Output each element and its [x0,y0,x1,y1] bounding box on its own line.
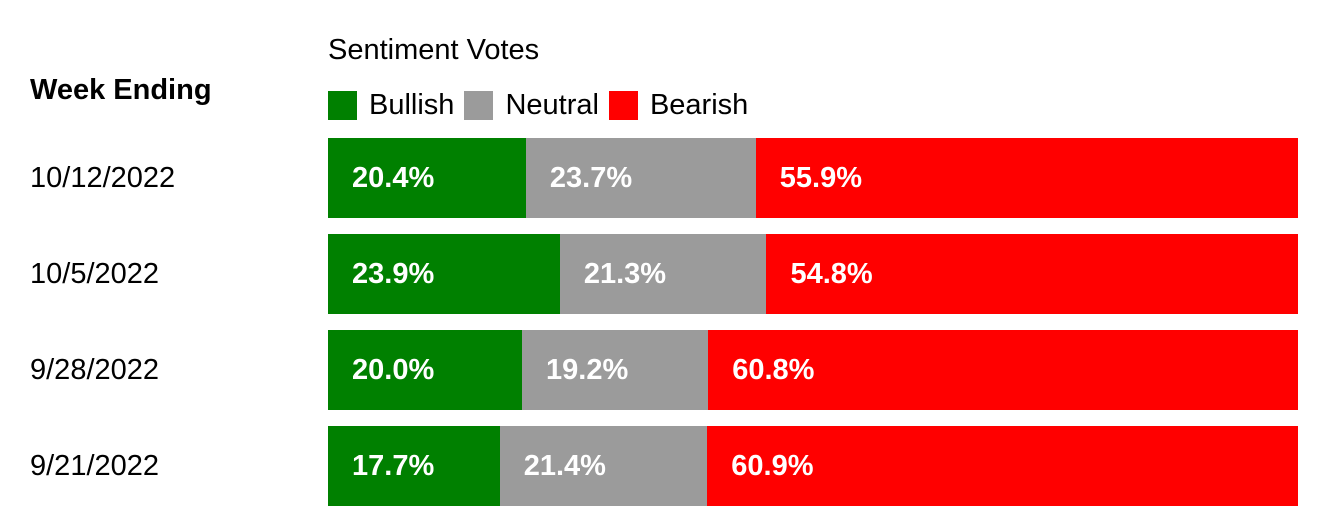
legend-item-neutral: Neutral [464,89,599,122]
row-label: 9/21/2022 [30,450,160,482]
bar-segment-neutral: 23.7% [525,138,756,218]
bar-segment-bullish: 20.4% [328,138,526,218]
bar-segment-neutral: 21.4% [499,426,708,506]
legend-item-bearish: Bearish [608,88,749,122]
data-label: 21.4% [523,450,606,482]
legend-label-bullish: Bullish [369,88,455,121]
row-label: 9/28/2022 [30,354,160,386]
data-label: 17.7% [352,450,435,482]
data-label: 20.4% [352,162,435,194]
chart-title: Sentiment Votes [328,34,540,66]
bar-segment-bearish: 54.8% [766,234,1298,314]
bar-segment-bullish: 23.9% [328,234,560,314]
data-label: 19.2% [546,354,629,386]
legend-label-bearish: Bearish [649,88,749,121]
legend-swatch-bearish [608,90,638,120]
bar-segment-bullish: 17.7% [328,426,500,506]
data-label: 60.9% [731,450,814,482]
bar-segment-bearish: 60.9% [707,426,1298,506]
bar-segment-neutral: 19.2% [522,330,709,410]
bar-row: 20.0% 19.2% 60.8% [328,330,1298,410]
legend: Bullish Neutral Bearish [328,87,758,123]
bar-row: 23.9% 21.3% 54.8% [328,234,1298,314]
row-label: 10/5/2022 [30,258,160,290]
data-label: 54.8% [790,258,873,290]
bar-row: 17.7% 21.4% 60.9% [328,426,1298,506]
data-label: 55.9% [779,162,862,194]
bar-segment-bearish: 60.8% [708,330,1298,410]
row-header: Week Ending [30,74,212,106]
bar-segment-bullish: 20.0% [328,330,522,410]
row-label: 10/12/2022 [30,162,176,194]
data-label: 20.0% [352,354,435,386]
bar-segment-bearish: 55.9% [755,138,1298,218]
data-label: 23.9% [352,258,435,290]
legend-item-bullish: Bullish [328,89,454,122]
data-label: 23.7% [549,162,633,194]
bar-row: 20.4% 23.7% 55.9% [328,138,1298,218]
data-label: 21.3% [583,258,667,290]
legend-label-neutral: Neutral [505,88,599,121]
bar-segment-neutral: 21.3% [559,234,767,314]
legend-swatch-neutral [464,90,494,120]
data-label: 60.8% [732,354,815,386]
legend-swatch-bullish [328,90,357,120]
